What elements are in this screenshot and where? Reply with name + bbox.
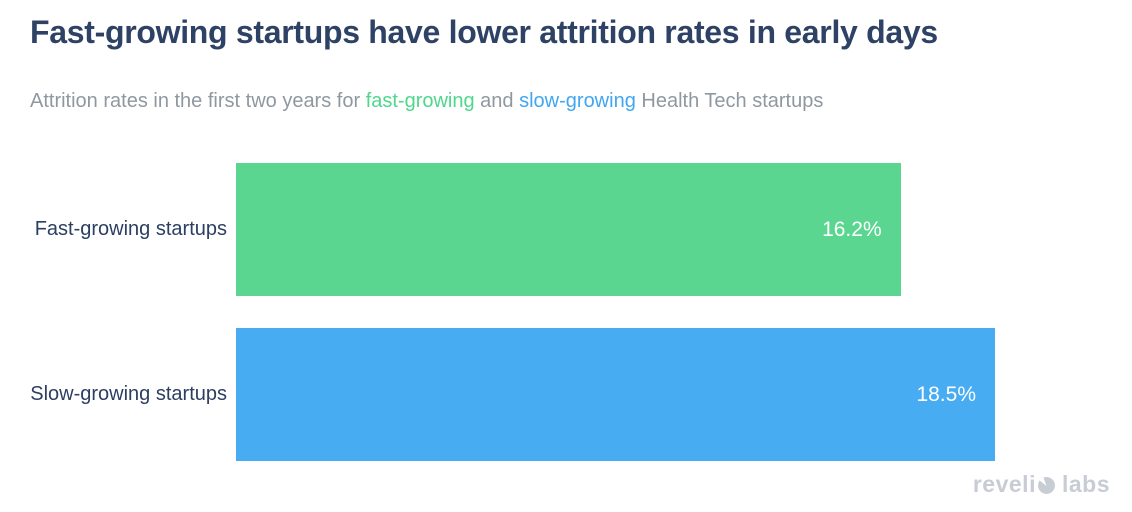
- chart-subtitle: Attrition rates in the first two years f…: [30, 90, 823, 113]
- bar-value-label-slow-growing: 18.5%: [916, 382, 976, 406]
- category-label-slow-growing: Slow-growing startups: [30, 383, 227, 405]
- bar-fast-growing: 16.2%: [236, 163, 901, 296]
- chart-row-fast-growing: Fast-growing startups 16.2%: [0, 163, 1132, 296]
- chart-row-slow-growing: Slow-growing startups 18.5%: [0, 328, 1132, 461]
- chart-title: Fast-growing startups have lower attriti…: [30, 14, 938, 50]
- bar-value-label-fast-growing: 16.2%: [822, 217, 882, 241]
- plot-area: 18.5%: [236, 328, 995, 461]
- subtitle-and-word: and: [474, 90, 520, 112]
- subtitle-suffix: Health Tech startups: [635, 90, 824, 112]
- plot-area: 16.2%: [236, 163, 995, 296]
- logo-text-right: labs: [1061, 471, 1110, 497]
- bar-slow-growing: 18.5%: [236, 328, 995, 461]
- revelio-logo-o-icon: [1036, 476, 1055, 494]
- revelio-labs-logo: reveli labs: [973, 471, 1110, 498]
- subtitle-prefix: Attrition rates in the first two years f…: [30, 90, 366, 112]
- logo-text-left: reveli: [972, 471, 1036, 497]
- subtitle-fast-growing-word: fast-growing: [365, 90, 475, 112]
- bar-chart: Fast-growing startups 16.2% Slow-growing…: [0, 163, 1132, 461]
- category-label-fast-growing: Fast-growing startups: [34, 218, 227, 240]
- subtitle-slow-growing-word: slow-growing: [519, 90, 636, 112]
